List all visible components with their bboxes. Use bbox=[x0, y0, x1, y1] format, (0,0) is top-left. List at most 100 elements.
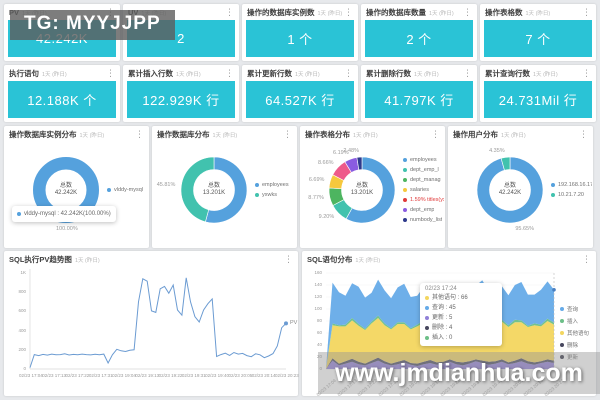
tooltip-row: 插入 : 0 bbox=[425, 333, 497, 343]
chart-legend: employees dept_emp_l dept_manag salaries 1.5… bbox=[403, 155, 444, 225]
tooltip-row: 更新 : 5 bbox=[425, 313, 497, 323]
x-axis-tick: 02/23 20:05 bbox=[228, 373, 253, 378]
more-options-icon[interactable]: ⋮ bbox=[135, 129, 144, 139]
legend-dot-icon bbox=[560, 319, 564, 323]
kpi-card: 操作的数据库实例数 1天 (昨日) ⋮ 1 个 bbox=[242, 4, 358, 61]
more-options-icon[interactable]: ⋮ bbox=[431, 129, 440, 139]
card-title: 累计查询行数 bbox=[485, 69, 530, 78]
kpi-value: 7 个 bbox=[484, 20, 592, 57]
card-title: 执行语句 bbox=[9, 69, 39, 78]
y-axis-tick: 80 bbox=[316, 318, 322, 323]
card-subtitle: 1天 (昨日) bbox=[501, 132, 526, 139]
legend-dot-icon bbox=[560, 307, 564, 311]
card-subtitle: 1天 (昨日) bbox=[42, 71, 67, 78]
card-subtitle: 1天 (昨日) bbox=[212, 132, 238, 139]
more-options-icon[interactable]: ⋮ bbox=[344, 68, 353, 78]
legend-label: employees bbox=[410, 157, 437, 163]
x-axis-tick: 02/23 17:04 bbox=[19, 373, 43, 378]
donut-database-chart[interactable] bbox=[152, 126, 297, 248]
card-subtitle: 1天 (昨日) bbox=[176, 71, 201, 78]
more-options-icon[interactable]: ⋮ bbox=[582, 7, 591, 17]
legend-dot-icon bbox=[403, 178, 407, 182]
card-subtitle: 1天 (昨日) bbox=[74, 257, 100, 264]
x-axis-tick: 02/23 19:22 bbox=[158, 373, 183, 378]
y-axis-tick: 60 bbox=[316, 330, 322, 335]
more-options-icon[interactable]: ⋮ bbox=[579, 129, 588, 139]
y-axis-tick: 1K bbox=[20, 270, 26, 275]
y-axis-tick: 140 bbox=[314, 282, 322, 287]
more-options-icon[interactable]: ⋮ bbox=[225, 68, 234, 78]
donut-table-chart[interactable] bbox=[300, 126, 445, 248]
y-axis-tick: 160 bbox=[314, 270, 322, 275]
more-options-icon[interactable]: ⋮ bbox=[463, 7, 472, 17]
card-header: 操作用户分布 1天 (昨日) ⋮ bbox=[448, 126, 593, 141]
legend-item[interactable]: 10.21.7.20 bbox=[551, 192, 592, 198]
legend-item[interactable]: employees bbox=[403, 157, 444, 163]
tooltip-dot-icon bbox=[425, 336, 429, 340]
legend-item[interactable]: dept_emp_l bbox=[403, 167, 444, 173]
legend-label: employees bbox=[262, 182, 289, 188]
tooltip-text: 插入 : 0 bbox=[432, 335, 453, 341]
tooltip-dot-icon bbox=[425, 316, 429, 320]
more-options-icon[interactable]: ⋮ bbox=[225, 7, 234, 17]
x-axis-tick: 02/23 17:22 bbox=[65, 373, 90, 378]
sql-distribution-card: SQL语句分布 1天 (昨日) ⋮ 0 20 40 60 80 100 120 140 160 02/2… bbox=[302, 251, 596, 397]
legend-item[interactable]: 更新 bbox=[560, 353, 589, 361]
legend-item[interactable]: vlddy-mysql bbox=[107, 187, 143, 193]
y-axis-tick: 200 bbox=[18, 346, 26, 352]
legend-item[interactable]: 查询 bbox=[560, 305, 589, 313]
tooltip-text: vlddy-mysql : 42.242K(100.00%) bbox=[24, 211, 111, 217]
card-subtitle: 1天 (昨日) bbox=[414, 71, 439, 78]
more-options-icon[interactable]: ⋮ bbox=[582, 68, 591, 78]
legend-item[interactable]: 删除 bbox=[560, 341, 589, 349]
legend-item[interactable]: dept_manag bbox=[403, 177, 444, 183]
legend-dot-icon bbox=[551, 183, 555, 187]
more-options-icon[interactable]: ⋮ bbox=[582, 254, 591, 264]
kpi2-card: 累计删除行数 1天 (昨日) ⋮ 41.797K 行 bbox=[361, 65, 477, 122]
legend-label: dept_manag bbox=[410, 177, 441, 183]
more-options-icon[interactable]: ⋮ bbox=[463, 68, 472, 78]
legend-dot-icon bbox=[560, 343, 564, 347]
card-subtitle: 1天 (昨日) bbox=[429, 10, 454, 17]
card-title: 操作表格分布 bbox=[305, 130, 350, 139]
legend-item[interactable]: 其他语句 bbox=[560, 329, 589, 337]
donut-user-chart[interactable] bbox=[448, 126, 593, 248]
x-axis-tick: 02/23 20:23 bbox=[275, 373, 299, 378]
card-header: 操作数据库分布 1天 (昨日) ⋮ bbox=[152, 126, 297, 141]
donut-database-card: 操作数据库分布 1天 (昨日) ⋮ 45.81% 总数 13.201K employees y… bbox=[152, 126, 297, 248]
tooltip-dot-icon bbox=[425, 306, 429, 310]
legend-item[interactable]: numbody_list bbox=[403, 217, 444, 223]
card-header: 操作的数据库实例数 1天 (昨日) ⋮ bbox=[242, 4, 358, 19]
tooltip-dot-icon bbox=[17, 212, 21, 216]
kpi-value: 2 个 bbox=[365, 20, 473, 57]
x-axis-tick: 02/23 19:40 bbox=[205, 373, 229, 378]
card-title: 操作数据库实例分布 bbox=[9, 130, 77, 139]
legend-item[interactable]: 1.59% titles(yxwks) bbox=[403, 197, 444, 203]
chart-legend: vlddy-mysql bbox=[107, 185, 143, 195]
more-options-icon[interactable]: ⋮ bbox=[106, 68, 115, 78]
card-subtitle: 1天 (昨日) bbox=[525, 10, 551, 17]
legend-item[interactable]: employees bbox=[255, 182, 289, 188]
kpi2-card: 执行语句 1天 (昨日) ⋮ 12.188K 个 bbox=[4, 65, 120, 122]
more-options-icon[interactable]: ⋮ bbox=[284, 254, 293, 264]
tooltip-text: 其他语句 : 66 bbox=[432, 295, 468, 301]
card-header: SQL执行PV趋势图 1天 (昨日) ⋮ bbox=[4, 251, 298, 266]
legend-item[interactable]: yxwks bbox=[255, 192, 289, 198]
legend-label: salaries bbox=[410, 187, 429, 193]
pv-trend-chart[interactable] bbox=[4, 251, 298, 396]
card-header: 操作表格分布 1天 (昨日) ⋮ bbox=[300, 126, 445, 141]
legend-item[interactable]: salaries bbox=[403, 187, 444, 193]
card-header: 累计更新行数 1天 (昨日) ⋮ bbox=[242, 65, 358, 80]
more-options-icon[interactable]: ⋮ bbox=[344, 7, 353, 17]
y-axis-tick: 0 bbox=[23, 366, 26, 371]
more-options-icon[interactable]: ⋮ bbox=[283, 129, 292, 139]
legend-item[interactable]: 插入 bbox=[560, 317, 589, 325]
card-title: 累计插入行数 bbox=[128, 69, 173, 78]
legend-dot-icon bbox=[551, 193, 555, 197]
kpi2-card: 累计更新行数 1天 (昨日) ⋮ 64.527K 行 bbox=[242, 65, 358, 122]
watermark-website: www.jmdianhua.com bbox=[318, 352, 600, 394]
legend-item[interactable]: 192.168.16.17 bbox=[551, 182, 592, 188]
card-title: 操作的数据库数量 bbox=[366, 8, 426, 17]
legend-item[interactable]: dept_emp bbox=[403, 207, 444, 213]
